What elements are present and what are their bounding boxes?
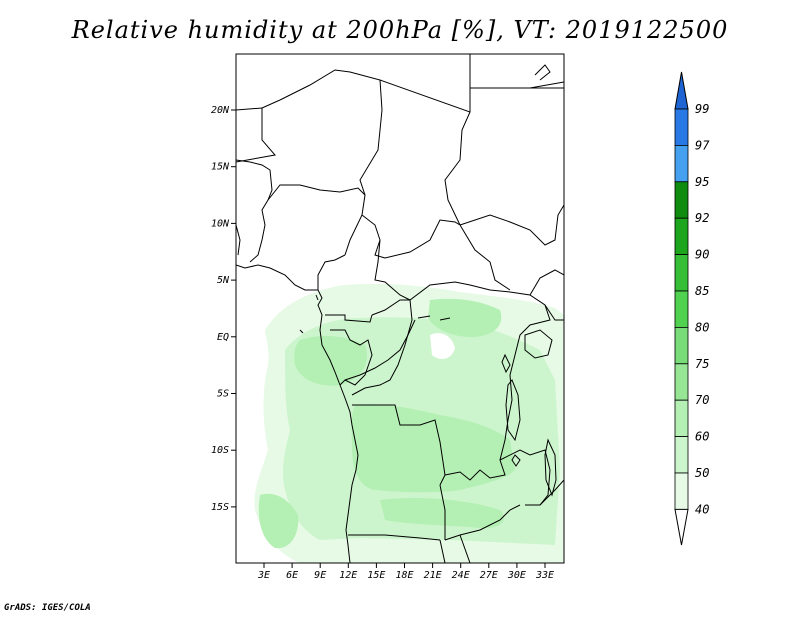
colorbar-band: [674, 108, 689, 146]
longitude-axis: 3E 6E 9E 12E 15E 18E 21E 24E 27E 30E 33E: [257, 563, 554, 581]
colorbar-top-arrow: [674, 71, 689, 110]
map-frame: [235, 53, 565, 564]
coastline-west-africa: [236, 264, 359, 563]
lake-tanganyika: [505, 379, 521, 442]
coastline-west-sahel: [236, 159, 273, 263]
colorbar-level-label: 50: [695, 466, 709, 480]
colorbar-legend: 99 97 95 92 90 85 80 75 70 60 50 40: [674, 71, 710, 546]
colorbar-level-label: 40: [695, 502, 709, 516]
lat-label: EQ: [217, 332, 229, 343]
lat-label: 5N: [217, 275, 230, 286]
colorbar-level-label: 97: [695, 138, 710, 152]
lat-label: 15N: [211, 162, 230, 173]
humidity-fill-white-gap: [430, 333, 455, 360]
border-tanzania-kenya: [544, 304, 564, 321]
lon-label: 33E: [535, 570, 554, 581]
lat-label: 15S: [211, 502, 229, 513]
border-angola-namibia: [348, 534, 441, 541]
colorbar-band: [674, 254, 689, 292]
border-algeria-niger: [261, 99, 281, 109]
border-cameroon-gabon: [325, 314, 373, 323]
humidity-fill-strong: [428, 298, 502, 338]
coastline-sinai: [534, 64, 551, 81]
border-namibia-botswana: [439, 539, 446, 563]
colorbar-level-label: 95: [695, 175, 709, 189]
lon-label: 21E: [424, 570, 442, 581]
colorbar-band: [674, 217, 689, 255]
lon-label: 6E: [286, 570, 298, 581]
country-borders: [236, 54, 564, 563]
border-angola-drc: [352, 404, 446, 486]
lon-label: 30E: [507, 570, 526, 581]
lake-kivu: [501, 353, 511, 374]
border-angola-zambia: [439, 484, 446, 540]
border-mali-niger: [236, 107, 276, 163]
border-chad-car: [361, 214, 511, 291]
lat-label: 5S: [217, 389, 229, 400]
lon-label: 12E: [339, 570, 357, 581]
border-mozambique: [539, 479, 564, 506]
colorbar-band: [674, 181, 689, 219]
lat-label: 10N: [211, 218, 230, 229]
lake-volta-shape: [236, 224, 241, 256]
lon-label: 27E: [480, 570, 498, 581]
lat-label: 20N: [211, 105, 230, 116]
border-egypt-east: [529, 81, 564, 89]
border-uganda-kenya: [529, 269, 564, 296]
lake-victoria: [524, 329, 553, 359]
grads-credit: GrADS: IGES/COLA: [4, 603, 91, 613]
lon-label: 3E: [257, 570, 270, 581]
humidity-fill-layer: [254, 283, 564, 563]
lon-label: 15E: [367, 570, 385, 581]
lon-label: 24E: [452, 570, 470, 581]
border-nigeria-cameroon: [317, 254, 346, 290]
lat-label: 10S: [211, 445, 229, 456]
colorbar-level-label: 80: [695, 320, 709, 334]
humidity-fill-strong: [351, 404, 515, 493]
colorbar-band: [674, 472, 689, 510]
border-zambia-zimbabwe: [444, 504, 521, 541]
colorbar-band: [674, 436, 689, 474]
colorbar-level-label: 92: [695, 211, 709, 225]
colorbar-level-label: 70: [695, 393, 709, 407]
colorbar-level-label: 75: [695, 357, 709, 371]
border-libya-niger: [279, 69, 383, 256]
inland-lake-dots: [299, 294, 451, 334]
border-drc-east: [444, 291, 551, 481]
lake-malawi: [544, 438, 557, 497]
border-zimbabwe-south: [459, 534, 471, 563]
border-niger-nigeria: [267, 184, 366, 201]
lon-label: 18E: [395, 570, 413, 581]
colorbar-level-label: 60: [695, 430, 709, 444]
border-sudan-south-sudan: [459, 204, 564, 246]
colorbar-level-label: 99: [695, 102, 709, 116]
lake-bangweulu: [511, 454, 521, 467]
humidity-fill-strong: [258, 493, 299, 549]
colorbar-level-label: 90: [695, 248, 709, 262]
colorbar-band: [674, 363, 689, 401]
colorbar-band: [674, 326, 689, 365]
humidity-fill-strong: [380, 498, 504, 529]
colorbar-level-label: 85: [695, 284, 709, 298]
map-title: Relative humidity at 200hPa [%], VT: 201…: [71, 16, 729, 44]
colorbar-band: [674, 290, 689, 328]
colorbar-band: [674, 144, 689, 183]
colorbar-band: [674, 399, 689, 438]
lon-label: 9E: [314, 570, 326, 581]
border-congo-drc: [351, 299, 413, 396]
river-congo-mouth: [344, 319, 416, 381]
latitude-axis: 20N 15N 10N 5N EQ 5S 10S 15S: [211, 105, 236, 513]
border-gabon-congo: [330, 329, 373, 386]
border-chad-sudan: [379, 79, 471, 226]
colorbar-bottom-arrow: [674, 508, 689, 546]
